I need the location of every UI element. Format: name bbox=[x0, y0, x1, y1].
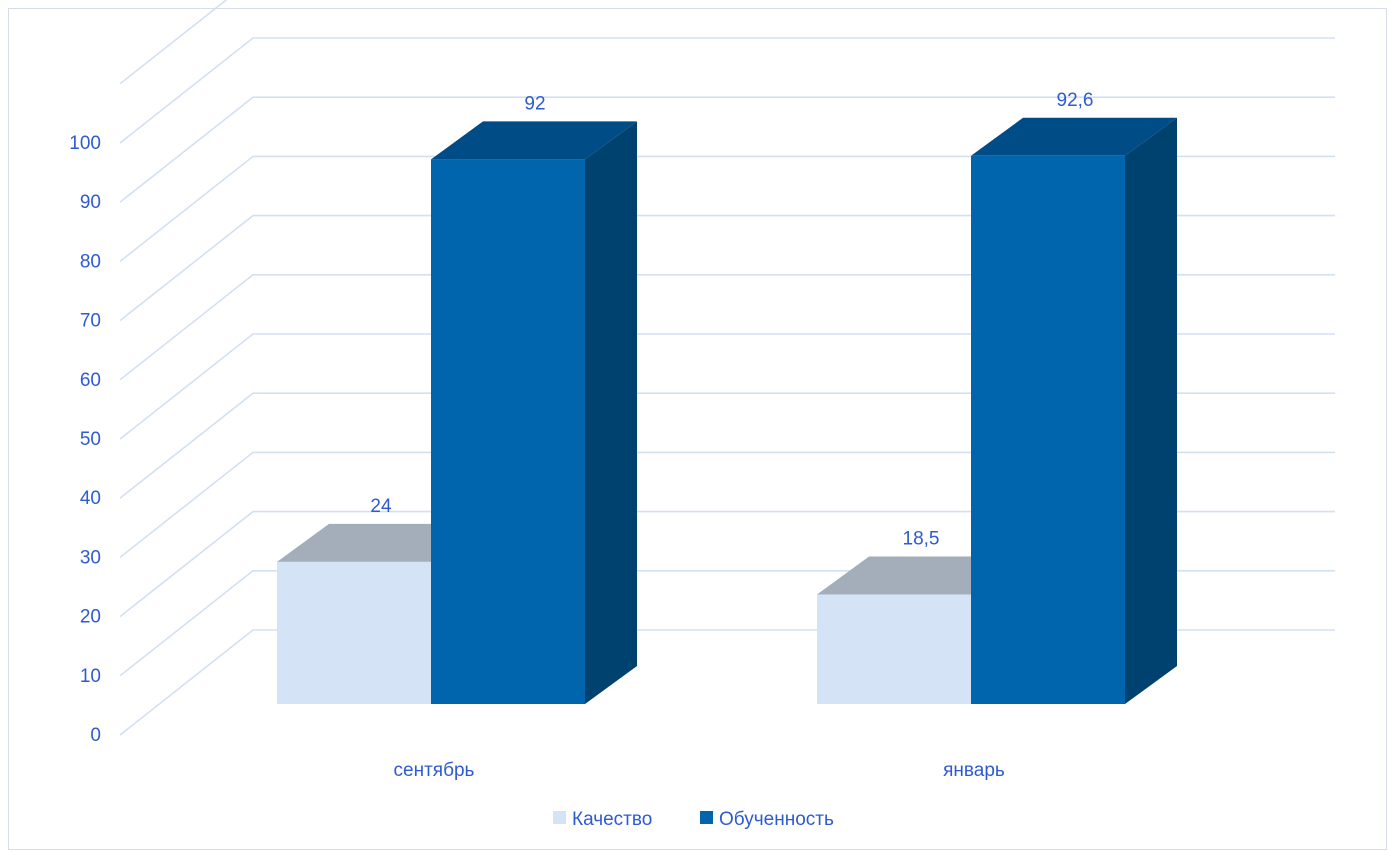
y-axis-tick-labels: 0 10 20 30 40 50 60 70 80 90 100 bbox=[69, 133, 101, 746]
legend-swatch bbox=[700, 811, 713, 824]
legend-label: Качество bbox=[572, 809, 652, 830]
bar-front bbox=[971, 155, 1125, 705]
gridline bbox=[119, 96, 1335, 203]
y-tick-label: 40 bbox=[80, 488, 101, 509]
legend: Качество Обученность bbox=[553, 809, 834, 830]
bar-front bbox=[277, 561, 431, 704]
legend-label: Обученность bbox=[719, 809, 834, 830]
y-tick-label: 90 bbox=[80, 192, 101, 213]
data-label: 92,6 bbox=[1057, 90, 1094, 111]
gridline bbox=[119, 37, 1335, 144]
bar-side bbox=[585, 121, 637, 705]
data-label: 24 bbox=[370, 496, 392, 517]
y-tick-label: 70 bbox=[80, 311, 101, 332]
bar-top bbox=[971, 117, 1177, 156]
legend-item: Качество bbox=[553, 809, 652, 830]
gridline bbox=[119, 0, 228, 85]
bar-front bbox=[817, 594, 971, 704]
y-tick-label: 60 bbox=[80, 370, 101, 391]
category-label: январь bbox=[943, 760, 1005, 781]
category-label: сентябрь bbox=[394, 760, 475, 781]
data-label: 18,5 bbox=[903, 528, 940, 549]
y-tick-label: 20 bbox=[80, 607, 101, 628]
y-tick-label: 30 bbox=[80, 547, 101, 568]
legend-swatch bbox=[553, 811, 566, 824]
bar bbox=[971, 117, 1177, 705]
y-tick-label: 50 bbox=[80, 429, 101, 450]
bar-top bbox=[431, 121, 637, 160]
y-tick-label: 10 bbox=[80, 666, 101, 687]
bar-side bbox=[1125, 117, 1177, 705]
y-tick-label: 80 bbox=[80, 251, 101, 272]
legend-item: Обученность bbox=[700, 809, 834, 830]
bar-front bbox=[431, 159, 585, 705]
bar bbox=[431, 121, 637, 705]
bars: 24 92 18,5 92,6 bbox=[277, 90, 1177, 705]
y-tick-label: 0 bbox=[90, 725, 101, 746]
data-label: 92 bbox=[524, 93, 545, 114]
y-tick-label: 100 bbox=[69, 133, 101, 154]
category-labels: сентябрь январь bbox=[394, 760, 1005, 781]
